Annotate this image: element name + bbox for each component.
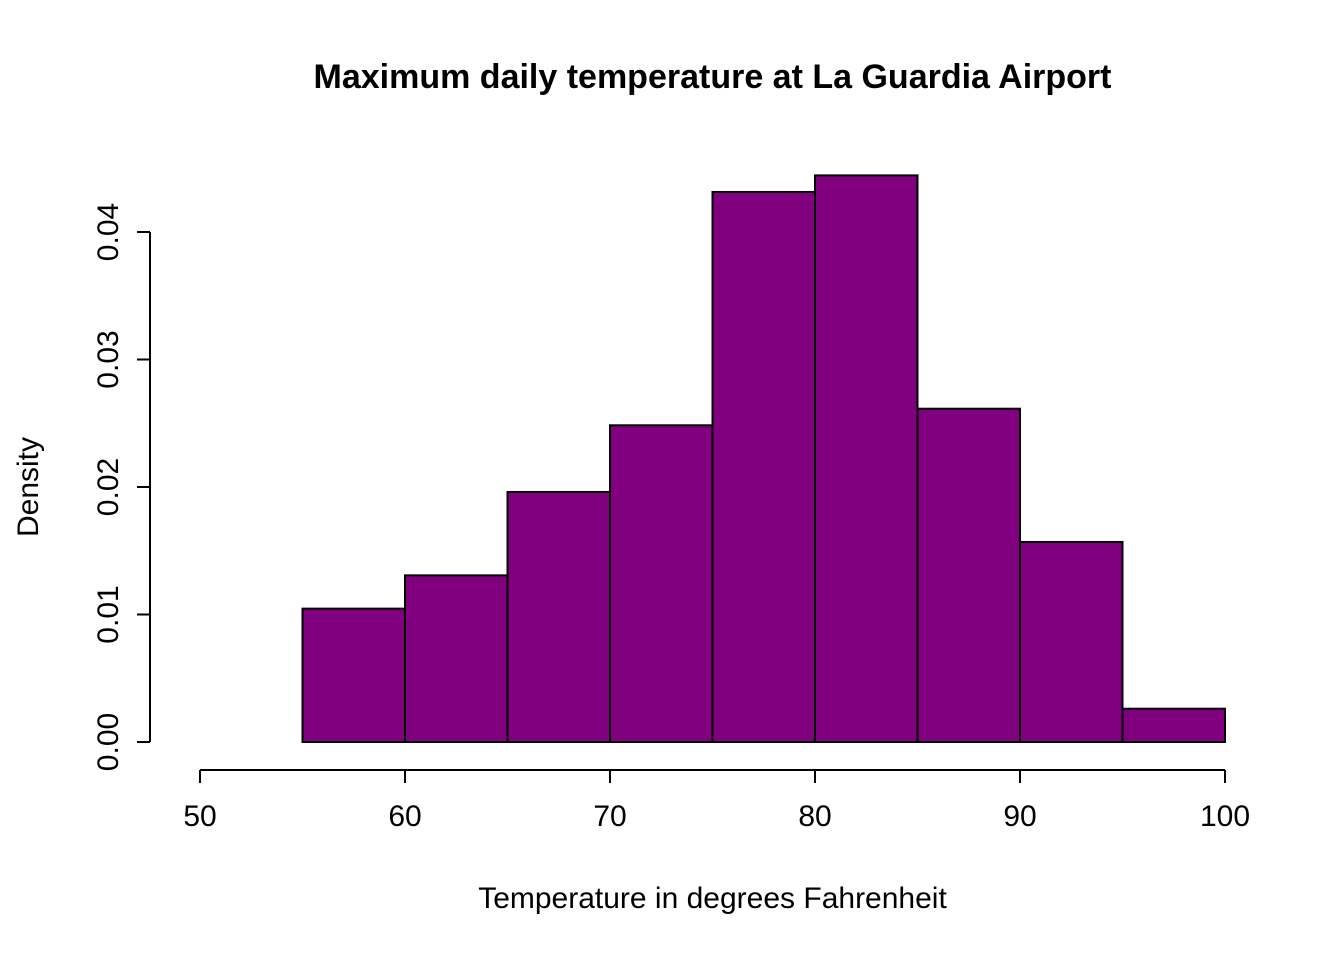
chart-title: Maximum daily temperature at La Guardia … xyxy=(314,58,1112,96)
x-tick-label: 100 xyxy=(1200,800,1250,833)
histogram-bar xyxy=(1121,707,1226,743)
histogram-bar xyxy=(404,574,509,743)
y-tick-label: 0.02 xyxy=(92,458,125,516)
y-tick-label: 0.00 xyxy=(92,713,125,771)
x-tick-label: 80 xyxy=(798,800,831,833)
histogram-bar xyxy=(711,190,816,743)
x-axis-label: Temperature in degrees Fahrenheit xyxy=(478,882,947,915)
histogram-bar xyxy=(1019,540,1124,744)
x-tick-label: 70 xyxy=(593,800,626,833)
histogram-bar xyxy=(916,407,1021,743)
x-tick-label: 60 xyxy=(388,800,421,833)
y-axis-label: Density xyxy=(12,437,45,537)
y-tick-label: 0.03 xyxy=(92,330,125,388)
y-tick-label: 0.04 xyxy=(92,203,125,261)
x-tick-label: 50 xyxy=(183,800,216,833)
histogram-bar xyxy=(609,424,714,743)
x-tick-label: 90 xyxy=(1003,800,1036,833)
histogram-bar xyxy=(301,607,406,744)
y-tick-label: 0.01 xyxy=(92,585,125,643)
histogram-bar xyxy=(506,490,611,743)
histogram-bar xyxy=(814,174,919,743)
